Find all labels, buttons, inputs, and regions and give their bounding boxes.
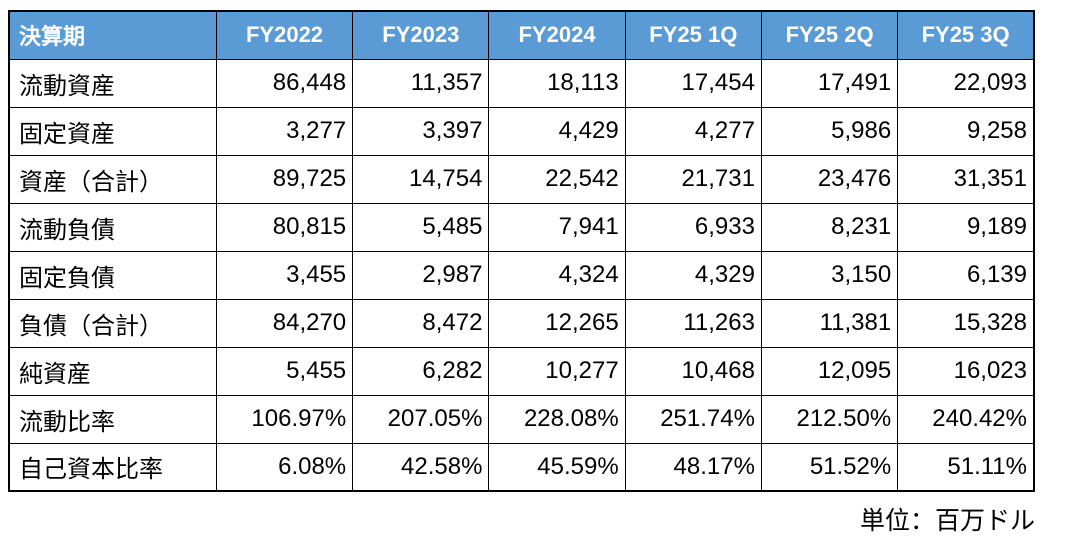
- value-cell: 3,150: [760, 250, 899, 300]
- row-label: 負債（合計）: [8, 298, 217, 348]
- value-cell: 22,093: [897, 58, 1035, 108]
- table-row: 固定資産 3,277 3,397 4,429 4,277 5,986 9,258: [8, 106, 1035, 156]
- value-cell: 106.97%: [215, 394, 354, 444]
- value-cell: 23,476: [760, 154, 899, 204]
- value-cell: 228.08%: [488, 394, 626, 444]
- value-cell: 15,328: [897, 298, 1035, 348]
- value-cell: 5,485: [352, 202, 490, 252]
- value-cell: 212.50%: [760, 394, 899, 444]
- value-cell: 9,189: [897, 202, 1035, 252]
- table-body: 流動資産 86,448 11,357 18,113 17,454 17,491 22,093…: [8, 58, 1035, 492]
- value-cell: 2,987: [352, 250, 490, 300]
- row-label: 固定資産: [8, 106, 217, 156]
- table-row: 流動負債 80,815 5,485 7,941 6,933 8,231 9,189: [8, 202, 1035, 252]
- value-cell: 89,725: [215, 154, 354, 204]
- value-cell: 42.58%: [352, 442, 490, 492]
- value-cell: 51.11%: [897, 442, 1035, 492]
- row-label: 流動比率: [8, 394, 217, 444]
- value-cell: 17,491: [760, 58, 899, 108]
- financial-statement-table: 決算期 FY2022 FY2023 FY2024 FY25 1Q FY25 2Q FY25 …: [8, 10, 1035, 492]
- table-row: 純資産 5,455 6,282 10,277 10,468 12,095 16,023: [8, 346, 1035, 396]
- table-row: 負債（合計） 84,270 8,472 12,265 11,263 11,381 15,32…: [8, 298, 1035, 348]
- value-cell: 84,270: [215, 298, 354, 348]
- value-cell: 9,258: [897, 106, 1035, 156]
- value-cell: 8,231: [760, 202, 899, 252]
- value-cell: 4,277: [624, 106, 762, 156]
- value-cell: 45.59%: [488, 442, 626, 492]
- value-cell: 86,448: [215, 58, 354, 108]
- value-cell: 10,277: [488, 346, 626, 396]
- value-cell: 31,351: [897, 154, 1035, 204]
- value-cell: 22,542: [488, 154, 626, 204]
- header-cell-period: 決算期: [8, 10, 217, 60]
- value-cell: 16,023: [897, 346, 1035, 396]
- value-cell: 11,263: [624, 298, 762, 348]
- header-cell-fiscal-term: FY25 3Q: [897, 10, 1035, 60]
- value-cell: 14,754: [352, 154, 490, 204]
- value-cell: 207.05%: [352, 394, 490, 444]
- header-cell-fiscal-term: FY2024: [488, 10, 626, 60]
- value-cell: 4,324: [488, 250, 626, 300]
- table-row: 流動資産 86,448 11,357 18,113 17,454 17,491 22,093: [8, 58, 1035, 108]
- row-label: 資産（合計）: [8, 154, 217, 204]
- value-cell: 21,731: [624, 154, 762, 204]
- value-cell: 6.08%: [215, 442, 354, 492]
- table-row: 流動比率 106.97% 207.05% 228.08% 251.74% 212.50% 2…: [8, 394, 1035, 444]
- value-cell: 17,454: [624, 58, 762, 108]
- header-cell-fiscal-term: FY2022: [215, 10, 354, 60]
- header-cell-fiscal-term: FY25 2Q: [760, 10, 899, 60]
- value-cell: 48.17%: [624, 442, 762, 492]
- value-cell: 11,381: [760, 298, 899, 348]
- value-cell: 8,472: [352, 298, 490, 348]
- value-cell: 11,357: [352, 58, 490, 108]
- header-row: 決算期 FY2022 FY2023 FY2024 FY25 1Q FY25 2Q FY25 …: [8, 10, 1035, 60]
- value-cell: 4,429: [488, 106, 626, 156]
- value-cell: 10,468: [624, 346, 762, 396]
- row-label: 固定負債: [8, 250, 217, 300]
- table-row: 資産（合計） 89,725 14,754 22,542 21,731 23,476 31,3…: [8, 154, 1035, 204]
- financial-table-container: 決算期 FY2022 FY2023 FY2024 FY25 1Q FY25 2Q FY25 …: [8, 10, 1035, 537]
- value-cell: 51.52%: [760, 442, 899, 492]
- row-label: 自己資本比率: [8, 442, 217, 492]
- header-cell-fiscal-term: FY2023: [352, 10, 490, 60]
- value-cell: 12,265: [488, 298, 626, 348]
- value-cell: 6,139: [897, 250, 1035, 300]
- value-cell: 6,282: [352, 346, 490, 396]
- value-cell: 3,397: [352, 106, 490, 156]
- value-cell: 80,815: [215, 202, 354, 252]
- table-row: 自己資本比率 6.08% 42.58% 45.59% 48.17% 51.52% 51.11…: [8, 442, 1035, 492]
- row-label: 流動負債: [8, 202, 217, 252]
- value-cell: 4,329: [624, 250, 762, 300]
- unit-note: 単位：百万ドル: [859, 507, 1035, 535]
- header-cell-fiscal-term: FY25 1Q: [624, 10, 762, 60]
- value-cell: 251.74%: [624, 394, 762, 444]
- value-cell: 6,933: [624, 202, 762, 252]
- value-cell: 7,941: [488, 202, 626, 252]
- value-cell: 5,455: [215, 346, 354, 396]
- value-cell: 3,455: [215, 250, 354, 300]
- value-cell: 3,277: [215, 106, 354, 156]
- value-cell: 5,986: [760, 106, 899, 156]
- value-cell: 240.42%: [897, 394, 1035, 444]
- row-label: 流動資産: [8, 58, 217, 108]
- row-label: 純資産: [8, 346, 217, 396]
- value-cell: 12,095: [760, 346, 899, 396]
- table-row: 固定負債 3,455 2,987 4,324 4,329 3,150 6,139: [8, 250, 1035, 300]
- value-cell: 18,113: [488, 58, 626, 108]
